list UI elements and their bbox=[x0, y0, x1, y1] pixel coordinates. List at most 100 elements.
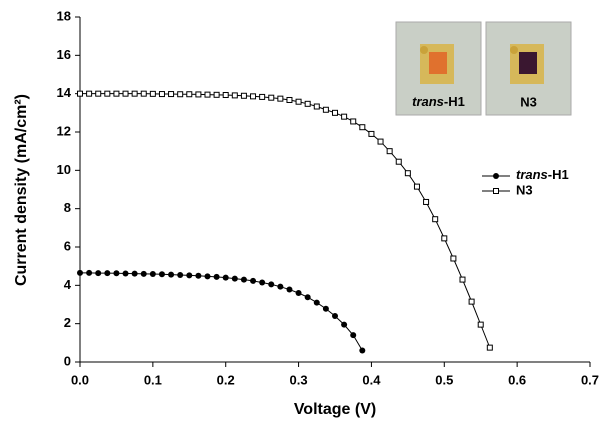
marker bbox=[441, 235, 448, 242]
marker bbox=[186, 272, 193, 279]
marker bbox=[277, 283, 284, 290]
y-tick-label: 8 bbox=[64, 200, 71, 215]
marker bbox=[240, 92, 247, 99]
marker bbox=[86, 90, 93, 97]
legend-marker bbox=[493, 188, 499, 194]
x-tick-label: 0.1 bbox=[144, 372, 162, 387]
marker bbox=[122, 270, 129, 277]
x-tick-label: 0.5 bbox=[435, 372, 453, 387]
marker bbox=[122, 90, 129, 97]
y-tick-label: 14 bbox=[57, 85, 72, 100]
marker bbox=[368, 130, 375, 137]
marker bbox=[77, 269, 83, 276]
marker bbox=[295, 290, 302, 296]
inset-contact bbox=[510, 46, 518, 54]
marker bbox=[359, 347, 366, 354]
legend-marker bbox=[493, 173, 499, 179]
marker bbox=[77, 90, 83, 97]
inset-label: trans-H1 bbox=[412, 94, 465, 109]
marker bbox=[450, 255, 457, 262]
series-line bbox=[80, 93, 491, 348]
marker bbox=[395, 158, 402, 165]
marker bbox=[177, 91, 184, 98]
marker bbox=[468, 298, 475, 305]
y-tick-label: 18 bbox=[57, 8, 71, 23]
marker bbox=[104, 90, 111, 97]
marker bbox=[95, 90, 102, 97]
marker bbox=[322, 305, 329, 312]
x-tick-label: 0.3 bbox=[290, 372, 308, 387]
marker bbox=[404, 170, 411, 177]
marker bbox=[186, 91, 193, 98]
marker bbox=[259, 93, 266, 100]
inset-film bbox=[429, 52, 447, 74]
marker bbox=[131, 90, 138, 97]
marker bbox=[268, 281, 275, 288]
y-axis-title: Current density (mA/cm²) bbox=[13, 94, 30, 286]
y-tick-label: 12 bbox=[57, 123, 71, 138]
marker bbox=[377, 138, 384, 145]
marker bbox=[131, 270, 138, 277]
marker bbox=[359, 124, 366, 131]
marker bbox=[204, 273, 211, 280]
marker bbox=[313, 299, 320, 306]
marker bbox=[222, 92, 229, 99]
inset-contact bbox=[420, 46, 428, 54]
x-tick-label: 0.0 bbox=[71, 372, 89, 387]
marker bbox=[332, 313, 338, 319]
marker bbox=[459, 276, 466, 283]
marker bbox=[158, 91, 165, 98]
marker bbox=[341, 113, 348, 120]
marker bbox=[158, 271, 165, 278]
marker bbox=[140, 270, 147, 277]
marker bbox=[140, 90, 147, 97]
marker bbox=[104, 270, 111, 277]
marker bbox=[213, 91, 220, 98]
marker bbox=[213, 273, 220, 280]
y-tick-label: 0 bbox=[64, 353, 71, 368]
x-tick-label: 0.2 bbox=[217, 372, 235, 387]
marker bbox=[113, 270, 120, 277]
series-line bbox=[80, 272, 363, 351]
marker bbox=[149, 271, 156, 278]
marker bbox=[304, 100, 311, 107]
marker bbox=[304, 294, 311, 301]
marker bbox=[268, 94, 275, 101]
marker bbox=[341, 321, 348, 328]
marker bbox=[195, 272, 202, 279]
marker bbox=[240, 276, 247, 283]
marker bbox=[231, 92, 238, 99]
marker bbox=[86, 269, 93, 276]
marker bbox=[204, 91, 211, 98]
marker bbox=[477, 321, 484, 328]
marker bbox=[168, 91, 175, 98]
marker bbox=[286, 286, 293, 293]
marker bbox=[177, 271, 184, 278]
marker bbox=[168, 271, 175, 278]
marker bbox=[313, 103, 320, 110]
marker bbox=[286, 96, 293, 103]
y-tick-label: 16 bbox=[57, 47, 71, 62]
marker bbox=[277, 95, 284, 102]
marker bbox=[423, 198, 430, 205]
x-tick-label: 0.7 bbox=[581, 372, 599, 387]
marker bbox=[386, 148, 393, 155]
y-tick-label: 2 bbox=[64, 315, 71, 330]
marker bbox=[432, 216, 439, 223]
legend-label: trans-H1 bbox=[516, 167, 569, 182]
x-tick-label: 0.4 bbox=[362, 372, 381, 387]
marker bbox=[113, 90, 120, 97]
x-axis-title: Voltage (V) bbox=[294, 401, 376, 418]
marker bbox=[259, 279, 266, 286]
marker bbox=[350, 332, 357, 339]
marker bbox=[250, 277, 257, 284]
marker bbox=[95, 270, 102, 277]
marker bbox=[149, 90, 156, 97]
marker bbox=[295, 98, 302, 105]
inset-film bbox=[519, 52, 537, 74]
marker bbox=[195, 91, 202, 98]
marker bbox=[231, 275, 238, 282]
marker bbox=[486, 344, 493, 351]
y-tick-label: 6 bbox=[64, 238, 71, 253]
